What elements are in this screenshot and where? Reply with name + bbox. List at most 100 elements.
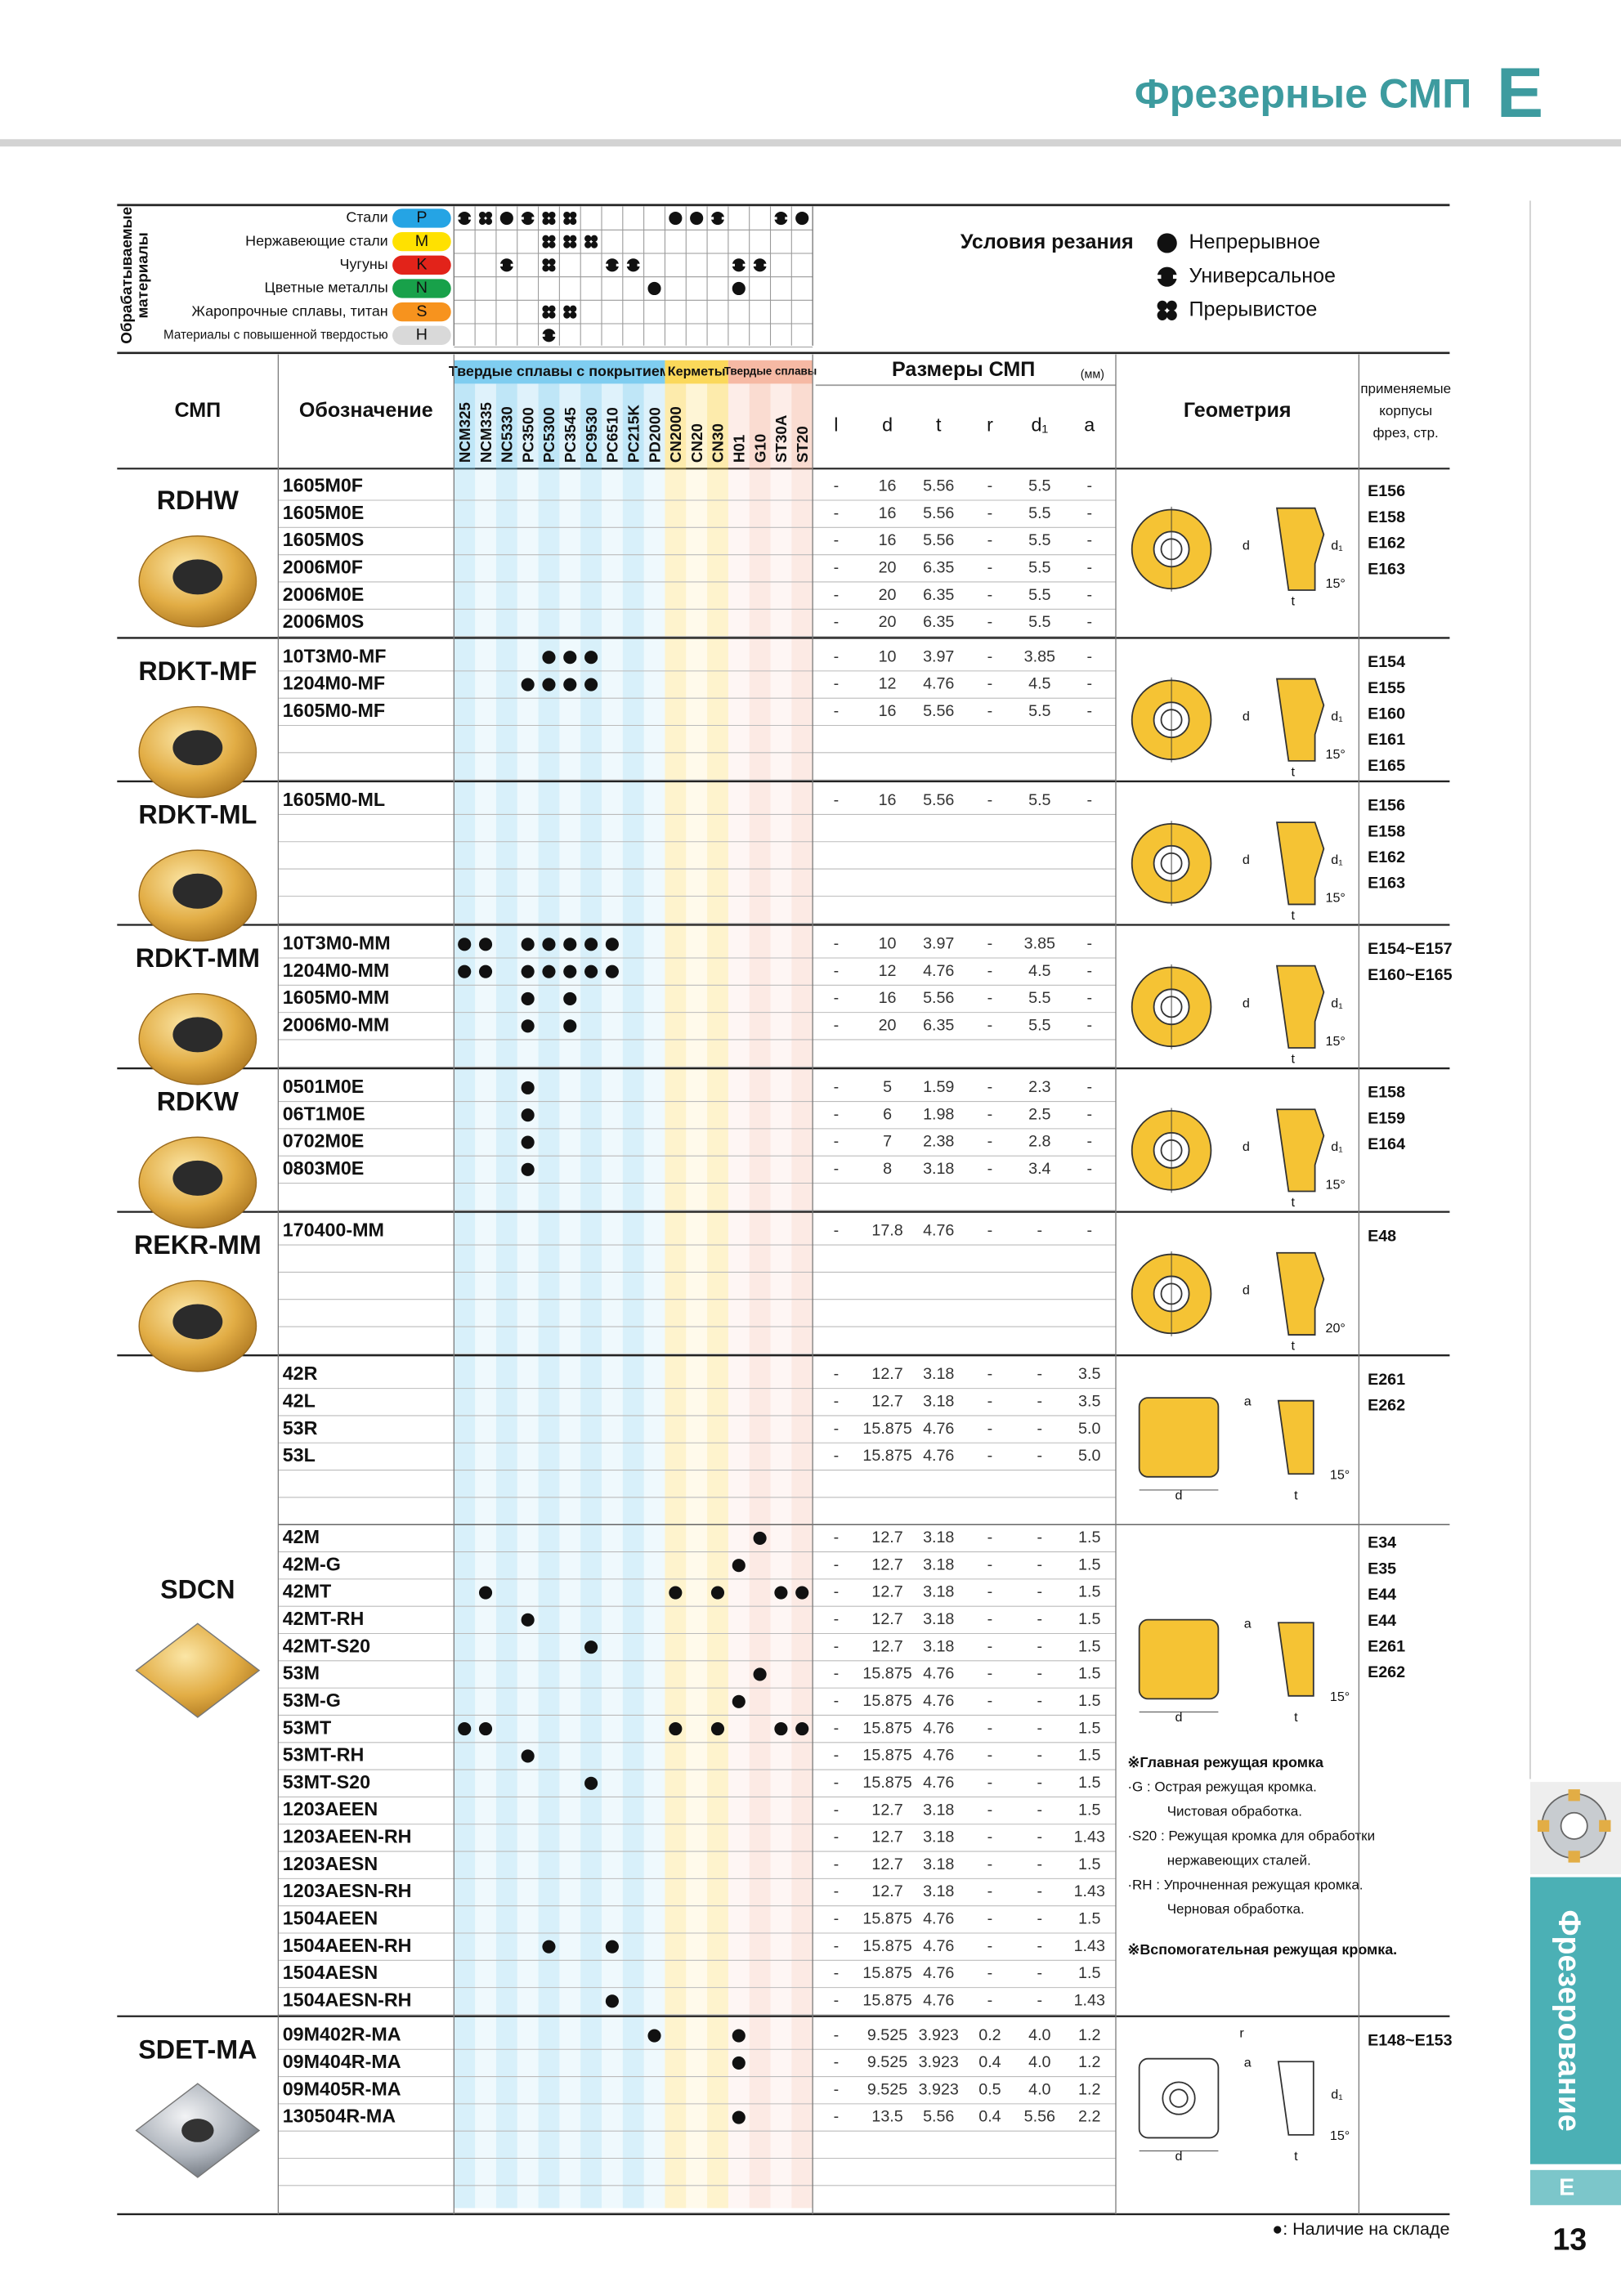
dim-value: 15.875 <box>862 1774 911 1792</box>
material-code-box <box>392 302 451 322</box>
dim-value: - <box>834 477 840 495</box>
dim-value: - <box>834 1964 840 1982</box>
grade-header-stripe <box>749 383 771 469</box>
symbol-part <box>485 211 493 219</box>
insert-code: 1605M0E <box>283 502 365 523</box>
symbol-part <box>563 235 571 242</box>
symbol-part <box>732 258 746 272</box>
symbol-part <box>531 217 535 220</box>
dim-value: 1.5 <box>1078 1555 1100 1573</box>
dim-value: 12.7 <box>871 1637 902 1655</box>
dim-value: - <box>987 1828 993 1846</box>
stock-dot <box>521 1081 535 1094</box>
dim-value: - <box>834 2080 840 2098</box>
grade-name: PC3500 <box>519 407 536 463</box>
dim-value: - <box>987 1583 993 1601</box>
symbol-part <box>690 211 704 226</box>
dim-value: 1.98 <box>923 1105 954 1123</box>
dim-value: 15.875 <box>862 1719 911 1737</box>
dim-value: 16 <box>879 702 897 720</box>
insert-photo <box>135 1622 261 1718</box>
dim-value: - <box>1037 1447 1043 1465</box>
symbol-part <box>549 241 556 248</box>
insert-code: 1203AEEN-RH <box>283 1826 412 1847</box>
dim-value: - <box>834 989 840 1007</box>
geometry-label: a <box>1244 2055 1252 2070</box>
geometry-profile <box>1276 507 1325 591</box>
symbol-part <box>669 211 683 226</box>
code-header: Обозначение <box>299 399 433 422</box>
dim-value: - <box>1086 1160 1092 1178</box>
grade-column <box>538 468 560 2209</box>
stock-dot <box>458 938 472 951</box>
dim-value: 5.56 <box>923 531 954 549</box>
stock-dot <box>478 938 493 951</box>
stock-dot <box>521 678 535 691</box>
geometry-hole <box>1169 2088 1189 2108</box>
materials-label: Обрабатываемые <box>118 207 135 344</box>
symbol-part <box>1166 300 1177 311</box>
dim-value: 6 <box>883 1105 892 1123</box>
dim-value: 20 <box>879 613 897 631</box>
dim-value: 1.5 <box>1078 1665 1100 1683</box>
insert-code: 42M-G <box>283 1553 341 1574</box>
grade-header-stripe <box>517 383 539 469</box>
symbol-part <box>710 211 725 226</box>
symbol-part <box>542 329 556 342</box>
dim-value: - <box>987 1665 993 1683</box>
geometry-label: t <box>1294 1710 1298 1725</box>
dim-value: 3.5 <box>1078 1392 1100 1410</box>
geometry-label: d₁ <box>1331 1139 1343 1154</box>
stock-dot <box>732 2110 746 2124</box>
dim-value: 1.5 <box>1078 1855 1100 1873</box>
condition-symbol <box>1156 266 1178 287</box>
insert-code: 2006M0-MM <box>283 1014 390 1035</box>
insert-code: 1204M0-MF <box>283 673 385 694</box>
dim-value: 1.2 <box>1078 2080 1100 2098</box>
symbol-part <box>1166 310 1177 320</box>
geometry-profile <box>1277 1399 1314 1475</box>
stock-dot <box>710 1722 725 1736</box>
symbol-part <box>742 263 746 266</box>
geometry-label: t <box>1292 764 1296 779</box>
grade-column <box>517 468 539 2209</box>
stock-dot <box>542 678 556 691</box>
symbol-part <box>753 258 767 272</box>
condition-symbol <box>542 305 556 319</box>
dim-value: - <box>1037 1665 1043 1683</box>
grade-header-stripe <box>643 383 665 469</box>
dim-value: - <box>1037 1964 1043 1982</box>
ref-page: E163 <box>1368 875 1405 893</box>
grade-group-header <box>665 360 728 384</box>
geometry-profile <box>1276 964 1325 1049</box>
grade-header-stripe <box>538 383 560 469</box>
geometry-label: d <box>1243 996 1250 1010</box>
insert-code: 130504R-MA <box>283 2106 396 2127</box>
symbol-part <box>752 263 756 266</box>
insert-photo-hole <box>172 1160 223 1196</box>
dim-value: 5.5 <box>1028 477 1050 495</box>
ref-page: E261 <box>1368 1371 1405 1389</box>
material-code: H <box>416 326 428 344</box>
stock-dot <box>605 938 619 951</box>
insert-code: 53L <box>283 1444 316 1466</box>
dim-value: 3.923 <box>919 2080 959 2098</box>
dim-value: - <box>834 1719 840 1737</box>
insert-code: 170400-MM <box>283 1220 384 1241</box>
geometry-label: 15° <box>1330 2128 1350 2143</box>
dim-value: - <box>987 1420 993 1438</box>
symbol-part <box>1172 275 1178 280</box>
stock-dot <box>521 1749 535 1763</box>
grade-header-stripe <box>475 383 496 469</box>
insert-code: 42M <box>283 1526 320 1547</box>
condition-name: Универсальное <box>1189 264 1336 287</box>
ref-page: E161 <box>1368 731 1405 749</box>
insert-photo-hole <box>181 2119 214 2142</box>
insert-name: RDKT-MM <box>136 943 260 973</box>
grade-name: PC6510 <box>604 407 621 463</box>
stock-dot <box>521 991 535 1006</box>
insert-code: 10T3M0-MF <box>283 645 387 666</box>
condition-symbol <box>542 211 556 226</box>
dim-value: - <box>834 1855 840 1873</box>
dim-value: - <box>987 477 993 495</box>
